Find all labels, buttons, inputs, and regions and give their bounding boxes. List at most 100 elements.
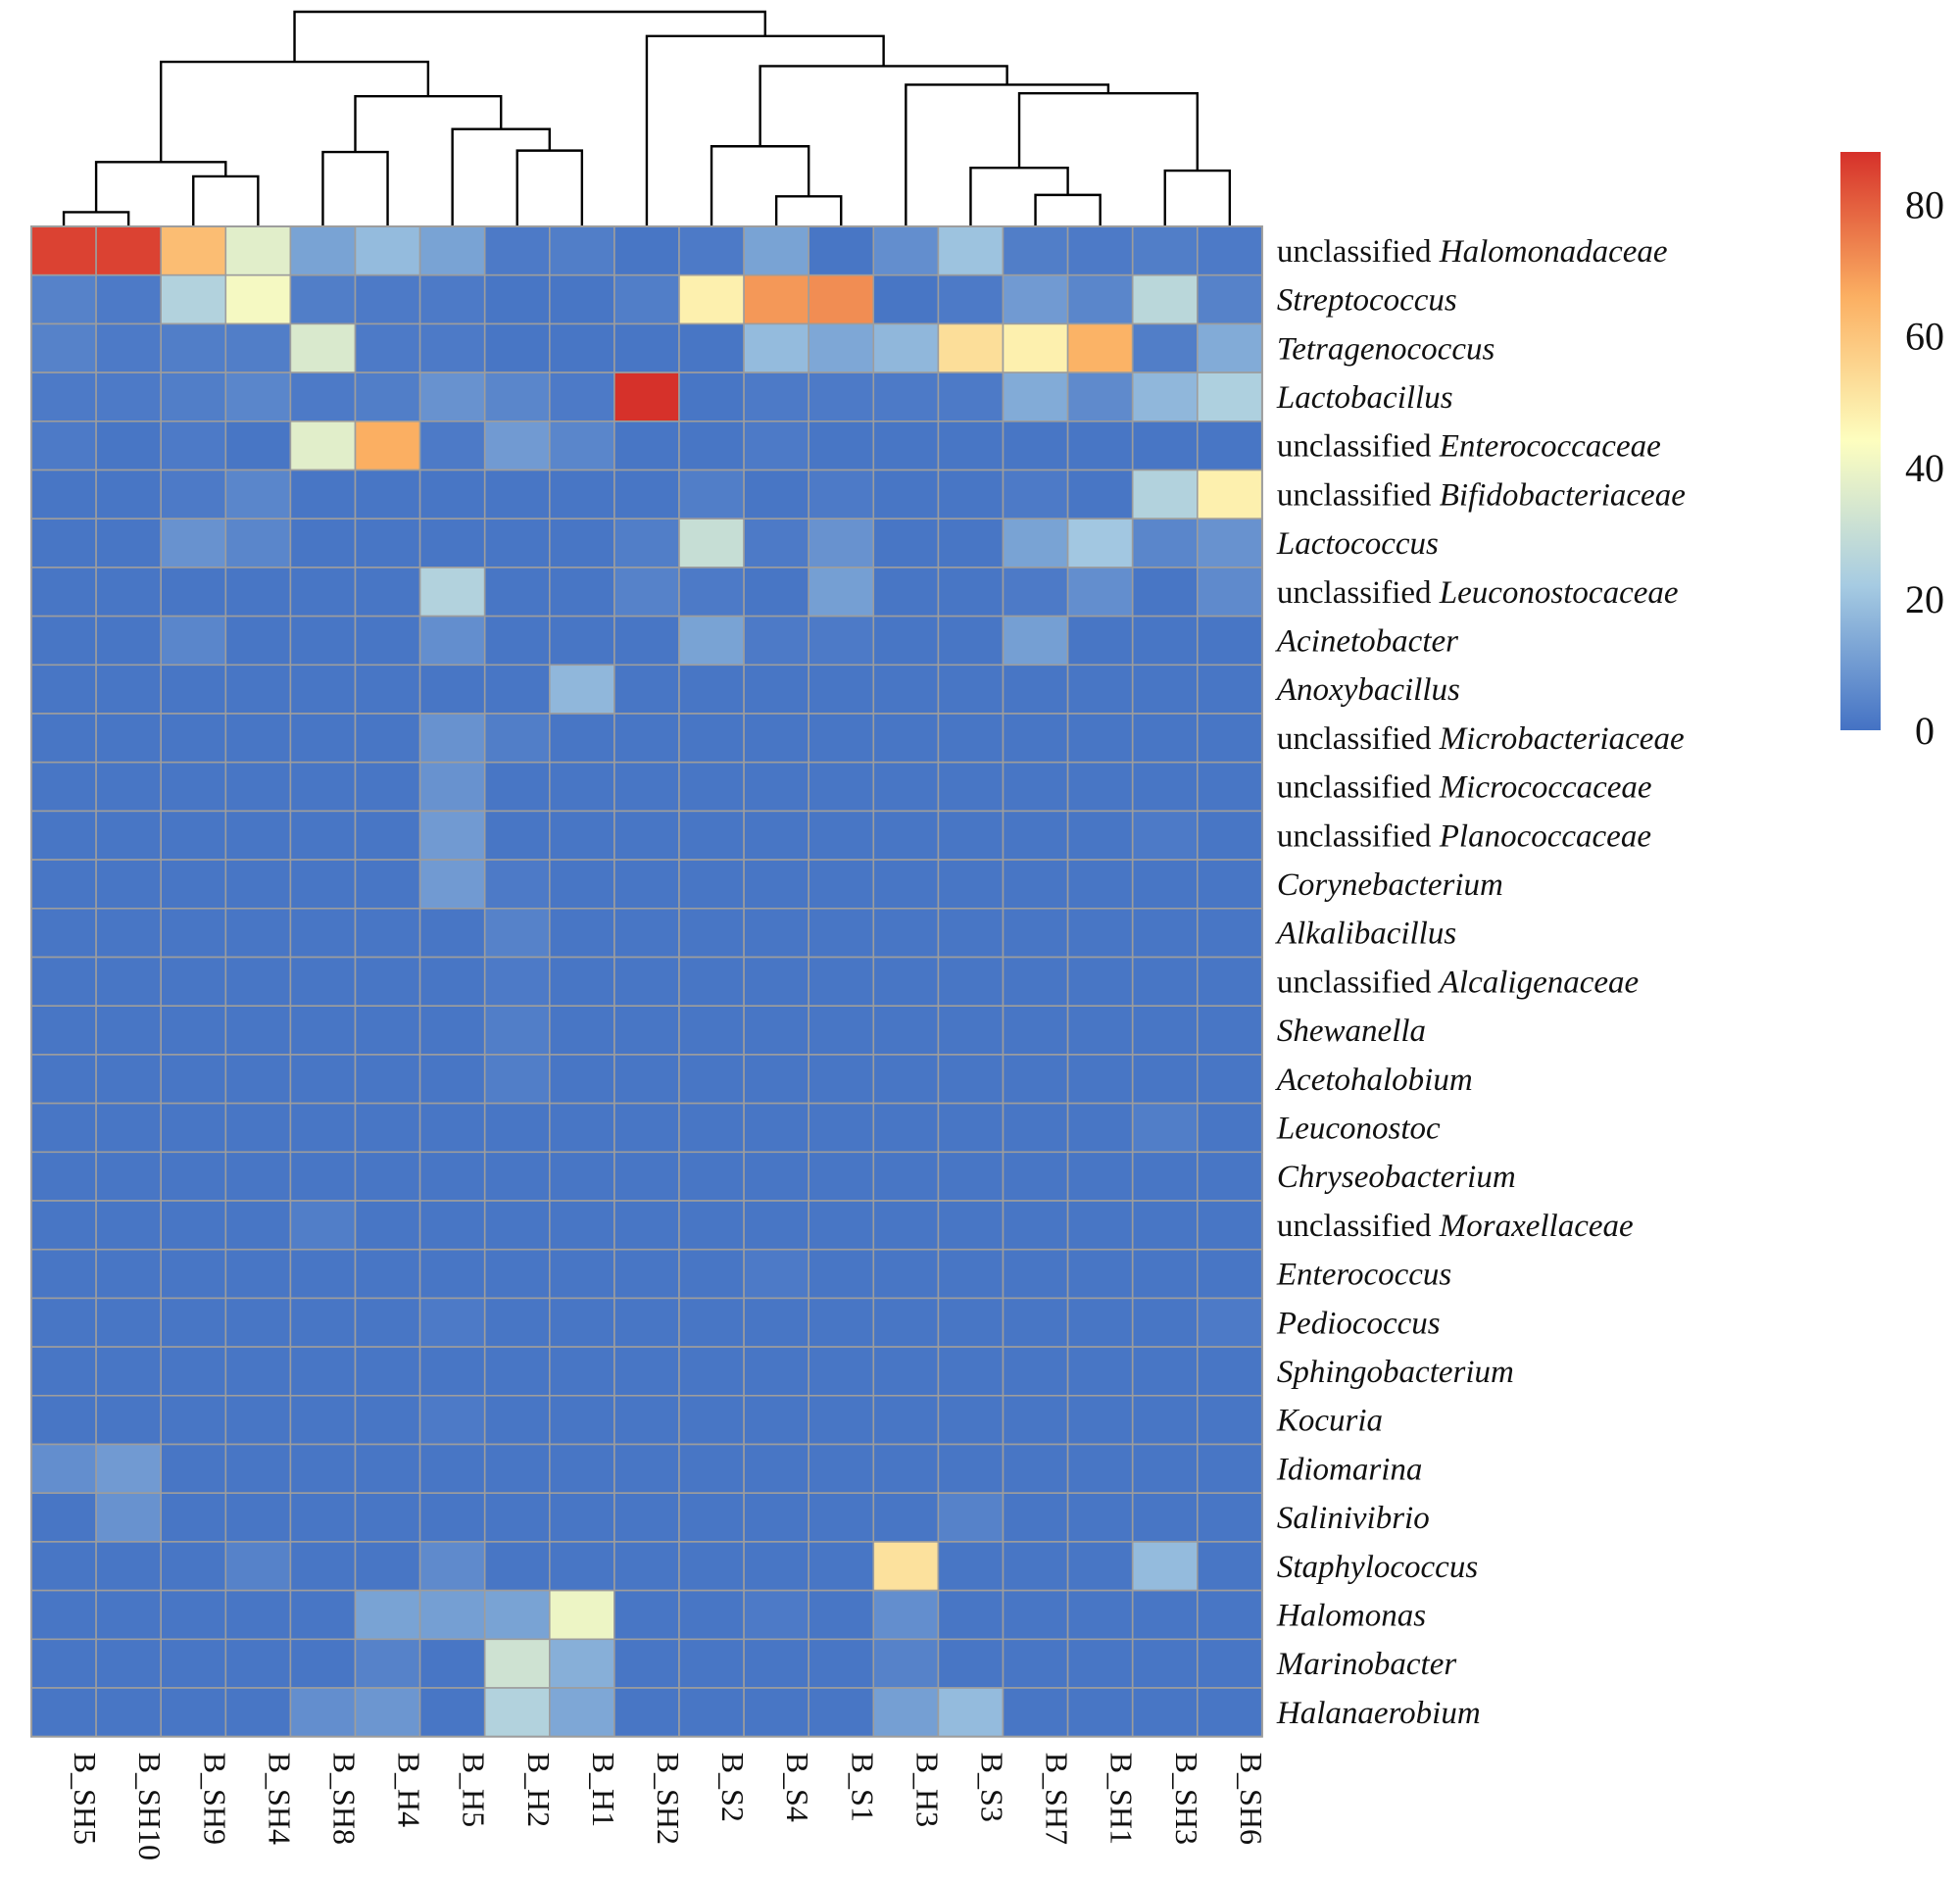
heatmap-cell	[483, 1102, 551, 1154]
heatmap-cell	[95, 761, 162, 813]
heatmap-cell	[354, 1297, 421, 1348]
heatmap-cell	[354, 1248, 421, 1300]
row-label-prefix: unclassified	[1277, 818, 1440, 854]
heatmap-cell	[354, 1054, 421, 1105]
heatmap-cell	[160, 1005, 227, 1056]
row-label-taxon: Alcaligenaceae	[1438, 965, 1639, 1000]
heatmap-cell	[160, 1297, 227, 1348]
heatmap-cell	[1066, 420, 1134, 471]
heatmap-cell	[95, 225, 162, 276]
heatmap-cell	[937, 469, 1004, 520]
heatmap-cell	[289, 1054, 357, 1105]
heatmap-cell	[483, 1638, 551, 1689]
column-label: B_S4	[780, 1753, 815, 1822]
row-label-taxon: Marinobacter	[1276, 1647, 1456, 1682]
heatmap-cell	[613, 1248, 680, 1300]
heatmap-cell	[872, 907, 940, 959]
heatmap-cell	[743, 1297, 809, 1348]
heatmap-cell	[1197, 1346, 1263, 1397]
heatmap-cell	[1002, 1346, 1069, 1397]
heatmap-cell	[872, 420, 940, 471]
heatmap-cell	[548, 420, 615, 471]
row-label-taxon: Bifidobacteriaceae	[1440, 477, 1686, 513]
heatmap-cell	[224, 420, 292, 471]
heatmap-cell	[808, 615, 875, 667]
heatmap-cell	[160, 518, 227, 569]
heatmap-cell	[872, 810, 940, 861]
row-label-taxon: Halomonas	[1276, 1598, 1426, 1633]
heatmap-cell	[483, 810, 551, 861]
row-label-prefix: unclassified	[1277, 965, 1440, 1000]
heatmap-cell	[937, 956, 1004, 1008]
row-label: unclassified Moraxellaceae	[1277, 1209, 1634, 1244]
row-label: unclassified Microbacteriaceae	[1277, 721, 1685, 757]
heatmap-cell	[872, 615, 940, 667]
heatmap-cell	[1131, 1638, 1199, 1689]
column-label: B_SH5	[68, 1753, 103, 1845]
heatmap-cell	[1197, 420, 1263, 471]
heatmap-cell	[937, 1541, 1004, 1592]
heatmap-cell	[613, 518, 680, 569]
row-label: Marinobacter	[1276, 1647, 1456, 1682]
heatmap-cell	[548, 1638, 615, 1689]
heatmap-cell	[808, 469, 875, 520]
heatmap-cell	[224, 1248, 292, 1300]
heatmap-cell	[224, 1492, 292, 1543]
heatmap-cell	[30, 907, 97, 959]
heatmap-cell	[678, 420, 745, 471]
row-label-prefix: unclassified	[1277, 1209, 1440, 1244]
heatmap-cell	[548, 664, 615, 715]
heatmap-cell	[872, 713, 940, 764]
heatmap-cell	[418, 810, 486, 861]
heatmap-cell	[808, 1248, 875, 1300]
heatmap-cell	[1066, 371, 1134, 422]
heatmap-cell	[224, 1346, 292, 1397]
heatmap-cell	[1066, 1054, 1134, 1105]
heatmap-cell	[872, 664, 940, 715]
heatmap-cell	[1002, 664, 1069, 715]
heatmap-cell	[613, 615, 680, 667]
heatmap-cell	[224, 1395, 292, 1446]
heatmap-cell	[483, 371, 551, 422]
heatmap-cell	[95, 1102, 162, 1154]
heatmap-cell	[743, 1589, 809, 1641]
heatmap-cell	[289, 1102, 357, 1154]
heatmap-cell	[872, 1200, 940, 1251]
heatmap-cell	[1066, 956, 1134, 1008]
row-label: Idiomarina	[1276, 1452, 1423, 1487]
heatmap-cell	[808, 1395, 875, 1446]
heatmap-cell	[678, 273, 745, 325]
heatmap-cell	[418, 225, 486, 276]
heatmap-cell	[678, 1054, 745, 1105]
heatmap-cell	[95, 907, 162, 959]
heatmap-cell	[160, 567, 227, 618]
heatmap-cell	[30, 1589, 97, 1641]
heatmap-cell	[678, 1638, 745, 1689]
heatmap-cell	[160, 225, 227, 276]
heatmap-cell	[418, 615, 486, 667]
heatmap-cell	[548, 1151, 615, 1202]
heatmap-cell	[30, 956, 97, 1008]
heatmap-cell	[289, 225, 357, 276]
heatmap-cell	[1131, 859, 1199, 910]
row-label-taxon: Idiomarina	[1276, 1452, 1423, 1487]
heatmap-cell	[354, 1395, 421, 1446]
heatmap-cell	[224, 371, 292, 422]
heatmap-cell	[743, 273, 809, 325]
heatmap-cell	[872, 1541, 940, 1592]
heatmap-cell	[1197, 664, 1263, 715]
heatmap-cell	[678, 518, 745, 569]
heatmap-cell	[1002, 1200, 1069, 1251]
heatmap-cell	[808, 761, 875, 813]
heatmap-cell	[289, 567, 357, 618]
heatmap-cell	[613, 1151, 680, 1202]
row-label-taxon: Micrococcaceae	[1439, 770, 1652, 806]
heatmap-cell	[160, 1638, 227, 1689]
heatmap-cell	[1197, 273, 1263, 325]
heatmap-cell	[418, 371, 486, 422]
heatmap-cell	[95, 1443, 162, 1495]
heatmap-cell	[1066, 1102, 1134, 1154]
heatmap-cell	[1066, 1589, 1134, 1641]
heatmap-cell	[224, 810, 292, 861]
heatmap-cell	[418, 664, 486, 715]
